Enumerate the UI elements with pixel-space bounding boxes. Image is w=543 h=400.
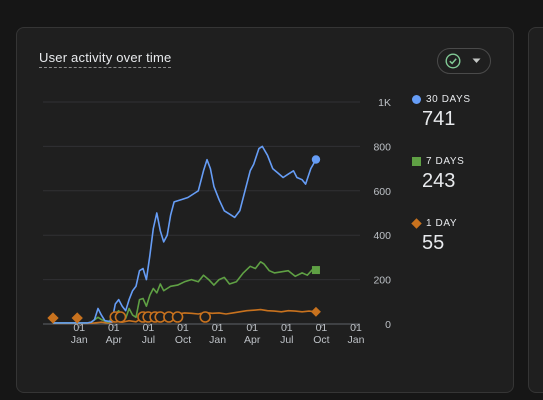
series-line-30-days [53,145,317,324]
x-tick-month: Jul [280,334,293,346]
adjacent-card [528,27,543,393]
caret-down-icon [472,58,481,63]
y-tick-label: 0 [385,319,391,331]
x-tick-month: Apr [106,334,123,346]
x-tick-month: Jan [348,334,365,346]
legend-marker-30-days [412,95,421,104]
y-tick-label: 800 [373,141,391,153]
x-tick-month: Jul [142,334,155,346]
x-tick-day: 01 [108,322,120,334]
legend-label-7-days: 7 DAYS [426,156,465,167]
legend-value-7-days: 243 [422,170,456,192]
endpoint-marker-1-day [311,306,321,317]
annotation-marker [199,311,212,323]
series-line-7-days [53,261,317,324]
legend-label-1-day: 1 DAY [426,218,458,229]
legend-marker-7-days [412,157,421,166]
x-tick-month: Oct [313,334,329,346]
legend-value-1-day: 55 [422,232,445,254]
x-tick-month: Jan [71,334,88,346]
legend-label-30-days: 30 DAYS [426,94,471,105]
endpoint-marker-7-days [311,266,320,275]
activity-line-chart: 02004006008001K01Jan01Apr01Jul01Oct01Jan… [43,97,391,346]
annotation-marker [47,312,59,324]
x-tick-month: Apr [244,334,261,346]
x-tick-day: 01 [212,322,224,334]
card-title[interactable]: User activity over time [39,50,172,68]
status-menu-button[interactable] [437,48,491,74]
legend-value-30-days: 741 [422,108,456,130]
x-tick-month: Jan [209,334,226,346]
x-tick-day: 01 [350,322,362,334]
y-tick-label: 600 [373,186,391,198]
series-line-1-day [53,308,317,325]
x-tick-month: Oct [175,334,191,346]
x-tick-day: 01 [316,322,328,334]
endpoint-marker-30-days [311,155,321,164]
check-circle-icon [445,53,461,69]
x-tick-day: 01 [73,322,85,334]
y-tick-label: 400 [373,230,391,242]
x-tick-day: 01 [246,322,258,334]
user-activity-card: User activity over time 0 200 400 600 800 1K 0… [16,27,514,393]
x-tick-day: 01 [281,322,293,334]
y-tick-label: 200 [373,275,391,287]
x-tick-day: 01 [143,322,155,334]
y-tick-label: 1K [378,97,391,109]
annotation-marker [114,311,127,323]
annotation-marker [171,311,184,323]
x-tick-day: 01 [177,322,189,334]
